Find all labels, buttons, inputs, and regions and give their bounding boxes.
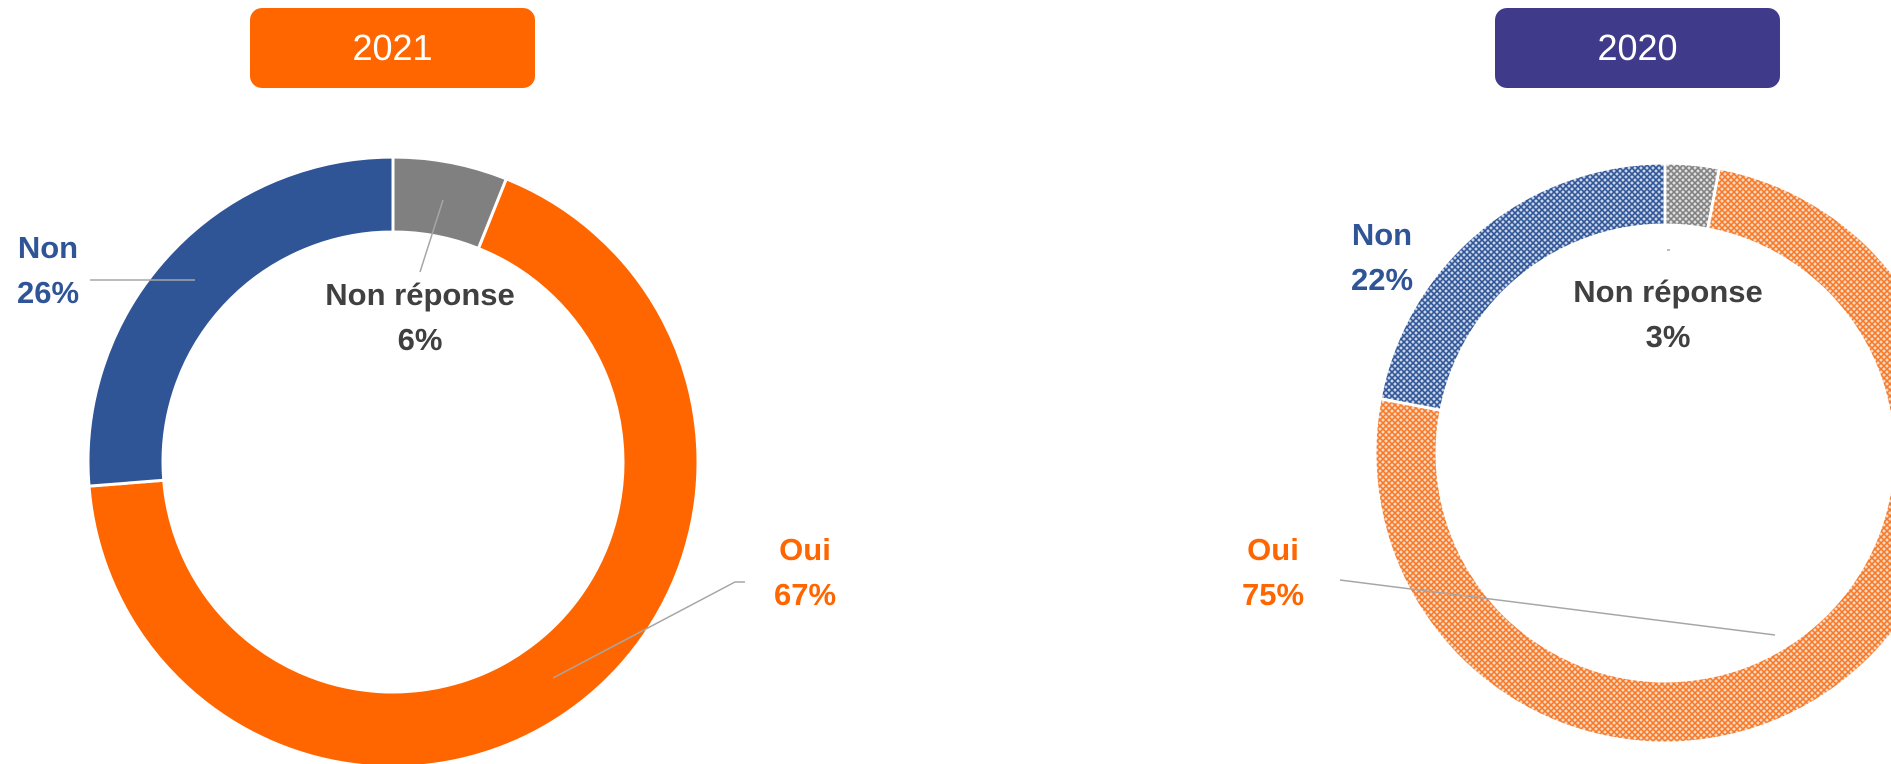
- year-badge-2021: 2021: [250, 8, 535, 88]
- donut-chart-2021: Non réponse 6% Oui 67% Non 26%: [17, 155, 836, 764]
- leader-line-oui-2020: [1339, 579, 1776, 636]
- slice-oui-2021: [87, 176, 700, 764]
- leader-line-oui-2021: [552, 581, 745, 679]
- slice-non-2021: [86, 155, 395, 488]
- slice-oui-2020: [1373, 166, 1891, 745]
- data-label-oui-2021: Oui 67%: [774, 532, 836, 612]
- leader-line-non-r-ponse-2021: [419, 199, 444, 273]
- data-label-oui-2020: Oui 75%: [1242, 532, 1304, 612]
- slice-non-2020: [1378, 161, 1667, 413]
- data-label-non-r-ponse-2020: Non réponse 3%: [1573, 274, 1762, 354]
- data-label-non-2020: Non 22%: [1351, 217, 1413, 297]
- donut-chart-2020: Non réponse 3% Oui 75% Non 22%: [1242, 161, 1891, 745]
- data-label-non-2021: Non 26%: [17, 230, 79, 310]
- data-label-non-r-ponse-2021: Non réponse 6%: [325, 277, 514, 357]
- year-badge-2020: 2020: [1495, 8, 1780, 88]
